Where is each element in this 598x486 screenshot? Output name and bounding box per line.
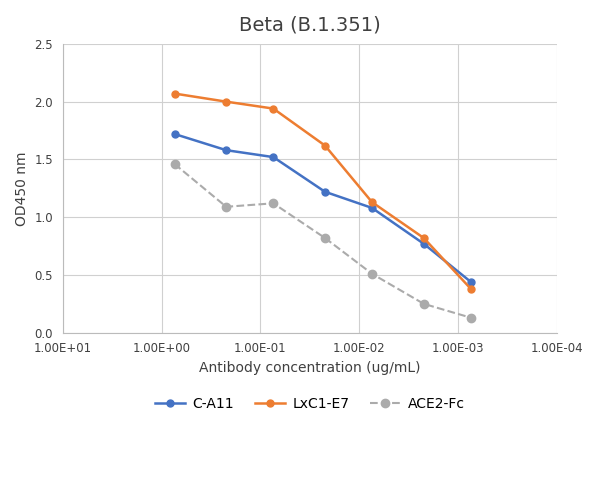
- LxC1-E7: [171, 91, 178, 97]
- LxC1-E7: [222, 99, 230, 104]
- X-axis label: Antibody concentration (ug/mL): Antibody concentration (ug/mL): [199, 361, 420, 375]
- LxC1-E7: [321, 142, 328, 148]
- Y-axis label: OD450 nm: OD450 nm: [15, 151, 29, 226]
- C-A11: [368, 205, 376, 211]
- Line: ACE2-Fc: ACE2-Fc: [170, 160, 475, 322]
- C-A11: [467, 279, 474, 285]
- C-A11: [171, 131, 178, 137]
- ACE2-Fc: [222, 204, 230, 209]
- LxC1-E7: [368, 199, 376, 205]
- C-A11: [321, 189, 328, 195]
- Line: LxC1-E7: LxC1-E7: [171, 90, 474, 292]
- LxC1-E7: [270, 105, 277, 111]
- LxC1-E7: [420, 235, 428, 241]
- ACE2-Fc: [171, 161, 178, 167]
- Line: C-A11: C-A11: [171, 131, 474, 285]
- ACE2-Fc: [467, 315, 474, 321]
- LxC1-E7: [467, 286, 474, 292]
- ACE2-Fc: [321, 235, 328, 241]
- ACE2-Fc: [420, 301, 428, 307]
- C-A11: [222, 147, 230, 153]
- C-A11: [270, 154, 277, 160]
- C-A11: [420, 241, 428, 247]
- Legend: C-A11, LxC1-E7, ACE2-Fc: C-A11, LxC1-E7, ACE2-Fc: [150, 392, 470, 417]
- ACE2-Fc: [368, 271, 376, 277]
- Title: Beta (B.1.351): Beta (B.1.351): [239, 15, 381, 34]
- ACE2-Fc: [270, 200, 277, 206]
